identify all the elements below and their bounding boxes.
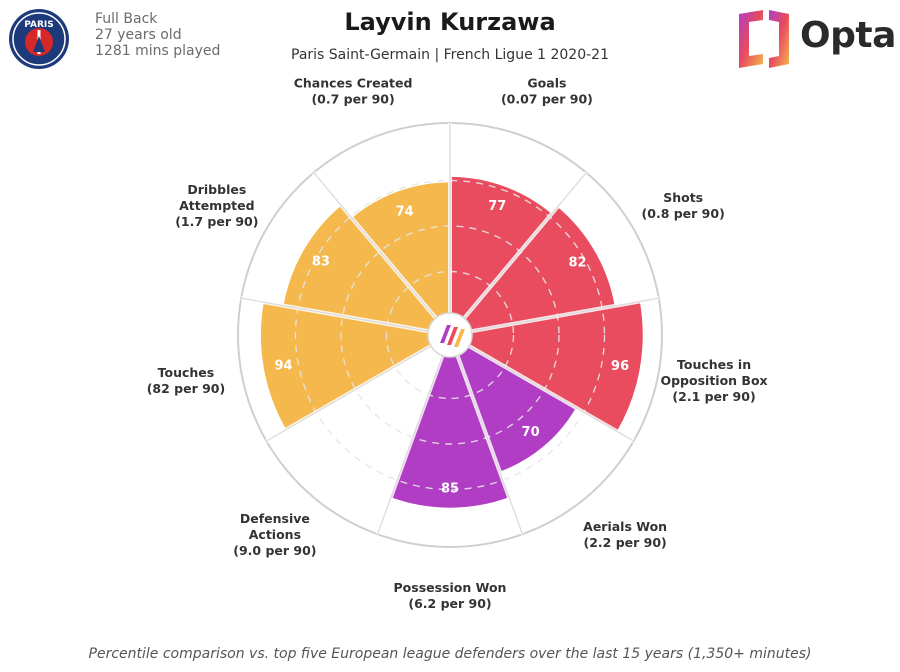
value-label: 96: [611, 359, 629, 374]
separator-line-3: [465, 343, 634, 442]
category-label: Dribbles Attempted (1.7 per 90): [175, 182, 258, 229]
bar-possession-won: [390, 351, 510, 508]
footnote: Percentile comparison vs. top five Europ…: [88, 646, 812, 662]
hub-mark-1-icon: [440, 325, 451, 343]
separator-line-2: [467, 297, 659, 333]
separator-line-6: [266, 343, 435, 442]
bar-shots: [461, 206, 615, 332]
ring-25: [385, 270, 515, 400]
badge-text: PARIS: [24, 20, 54, 30]
category-label: Possession Won (6.2 per 90): [394, 580, 507, 611]
value-label: 94: [274, 358, 292, 373]
category-label: Defensive Actions (9.0 per 90): [233, 511, 316, 558]
brand-name: Opta: [800, 15, 896, 56]
value-label: 74: [396, 204, 414, 219]
center-hub: [427, 312, 473, 358]
value-label: 70: [522, 425, 540, 440]
chart-subtitle: Paris Saint-Germain | French Ligue 1 202…: [291, 47, 609, 63]
category-label: Chances Created (0.7 per 90): [294, 76, 413, 107]
separator-line-4: [455, 351, 524, 535]
category-label: Aerials Won (2.2 per 90): [583, 519, 667, 550]
bar-chances-created: [351, 182, 450, 322]
separator-line-5: [376, 351, 445, 535]
category-label: Touches in Opposition Box (2.1 per 90): [660, 357, 767, 404]
category-label: Goals (0.07 per 90): [501, 76, 593, 107]
page-title: Layvin Kurzawa: [344, 8, 556, 36]
value-label: 83: [312, 254, 330, 269]
bar-dribbles: [283, 205, 439, 332]
ring-75: [294, 179, 606, 491]
player-position: Full Back: [95, 11, 158, 27]
club-badge-icon: PARIS: [9, 9, 69, 69]
category-label: Touches (82 per 90): [147, 365, 226, 396]
bar-aerials-won: [456, 344, 576, 472]
player-minutes: 1281 mins played: [95, 43, 221, 59]
bar-goals: [450, 176, 552, 322]
value-label: 85: [441, 482, 459, 497]
player-age: 27 years old: [95, 27, 182, 43]
separator-line-7: [241, 297, 433, 333]
hub-mark-3-icon: [454, 329, 465, 347]
header: PARIS Full Back 27 years old 1281 mins p…: [0, 0, 900, 80]
bar-touches: [260, 302, 435, 430]
opta-logo-icon: [739, 10, 789, 68]
category-label: Shots (0.8 per 90): [642, 190, 725, 221]
value-label: 77: [488, 199, 506, 214]
value-label: 82: [568, 255, 586, 270]
separator-line-8: [313, 172, 439, 322]
player-meta: Full Back 27 years old 1281 mins played: [95, 11, 220, 59]
separator-line-1: [461, 172, 587, 322]
hub-mark-2-icon: [447, 327, 458, 345]
